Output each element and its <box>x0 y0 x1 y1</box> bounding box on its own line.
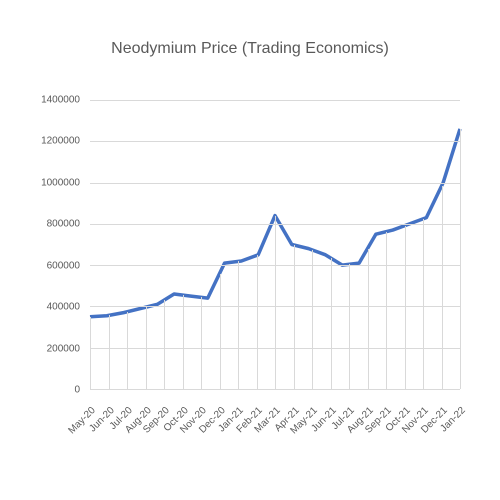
y-tick-label: 400000 <box>47 302 80 313</box>
drop-line <box>238 261 239 389</box>
y-tick-label: 0 <box>74 385 80 396</box>
gridline <box>90 183 460 184</box>
drop-line <box>423 219 424 389</box>
drop-line <box>257 255 258 389</box>
drop-line <box>460 129 461 389</box>
x-axis: May-20Jun-20Jul-20Aug-20Sep-20Oct-20Nov-… <box>90 395 460 470</box>
gridline <box>90 141 460 142</box>
y-tick-label: 200000 <box>47 343 80 354</box>
drop-line <box>127 312 128 389</box>
drop-line <box>442 186 443 389</box>
drop-line <box>331 258 332 389</box>
chart-title: Neodymium Price (Trading Economics) <box>30 40 470 58</box>
drop-line <box>109 315 110 389</box>
y-tick-label: 800000 <box>47 219 80 230</box>
drop-line <box>294 245 295 389</box>
drop-line <box>275 216 276 389</box>
y-tick-label: 1400000 <box>41 95 80 106</box>
y-tick-label: 1000000 <box>41 177 80 188</box>
drop-line <box>146 307 147 389</box>
drop-line <box>183 295 184 389</box>
y-tick-label: 1200000 <box>41 136 80 147</box>
chart-container: Neodymium Price (Trading Economics) 0 200… <box>30 30 470 470</box>
plot-area <box>90 100 460 390</box>
drop-line <box>349 264 350 389</box>
drop-line <box>90 317 91 389</box>
drop-line <box>201 297 202 389</box>
gridline <box>90 100 460 101</box>
drop-line <box>405 226 406 389</box>
drop-line <box>386 232 387 389</box>
y-tick-label: 600000 <box>47 260 80 271</box>
drop-line <box>164 300 165 389</box>
y-axis: 0200000400000600000800000100000012000001… <box>30 100 85 390</box>
drop-line <box>368 249 369 389</box>
drop-line <box>220 274 221 389</box>
drop-line <box>312 250 313 389</box>
